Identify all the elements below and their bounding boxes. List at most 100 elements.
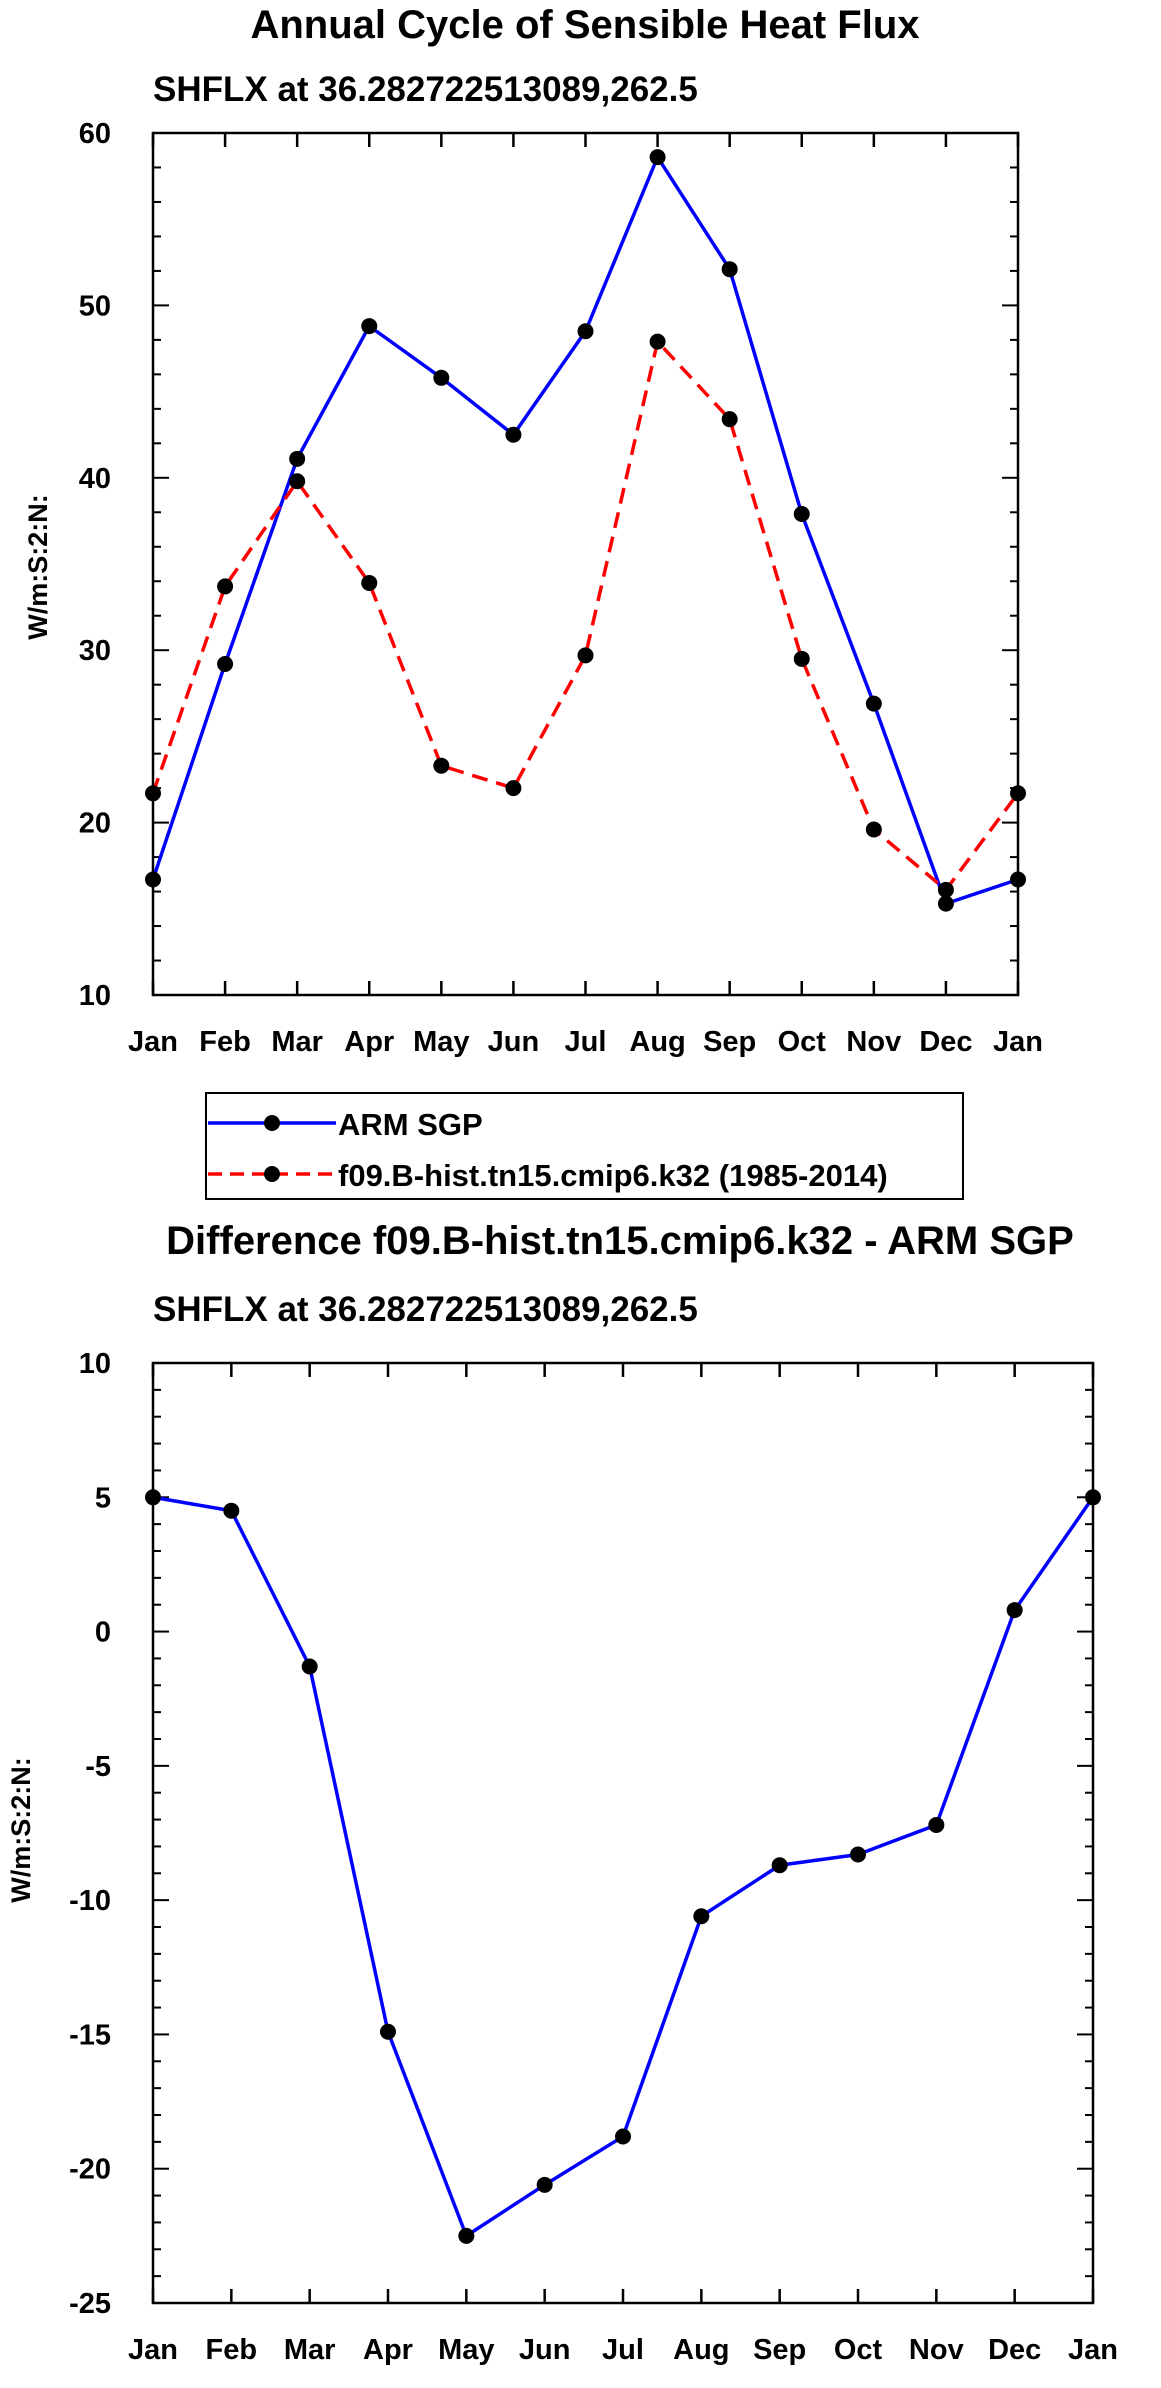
chart2-xtick-label: Jan	[1068, 2334, 1118, 2366]
chart2-series-0-point	[693, 1908, 710, 1925]
chart1-xtick-label: Oct	[778, 1026, 827, 1058]
legend-marker-arm-sgp	[264, 1115, 280, 1131]
chart1-series-1-point	[793, 650, 810, 667]
chart2-xtick-label: Jan	[128, 2334, 178, 2366]
chart1-xtick-label: Dec	[919, 1026, 972, 1058]
chart2-series-0-point	[1085, 1489, 1101, 1506]
chart1-series-0-point	[433, 369, 450, 386]
chart2-xtick-label: May	[438, 2334, 494, 2366]
chart2-xtick-label: Jun	[519, 2334, 571, 2366]
chart1-ytick-label: 60	[79, 118, 111, 150]
chart1-series-0-point	[577, 323, 594, 340]
chart2-series-0-point	[458, 2227, 475, 2244]
chart2-series-0-point	[145, 1489, 161, 1506]
chart1-plot-area: Jan Feb Mar Apr May Jun Jul Aug Sep Oct Nov Dec Jan 1…	[79, 118, 1043, 1058]
chart1-xtick-label: Nov	[846, 1026, 901, 1058]
chart2-xtick-label: Dec	[988, 2334, 1041, 2366]
chart2-ytick-label: 5	[95, 1482, 111, 1514]
chart2-series-0-point	[536, 2176, 553, 2193]
chart1-xtick-label: May	[413, 1026, 469, 1058]
chart2-xtick-label: Jul	[602, 2334, 644, 2366]
chart1-series-1-point	[937, 881, 954, 898]
chart2-xtick-label: Apr	[363, 2334, 413, 2366]
legend: ARM SGP f09.B-hist.tn15.cmip6.k32 (1985-…	[205, 1092, 964, 1200]
chart1-series-1-point	[649, 333, 666, 350]
chart1-series-0-point	[649, 149, 666, 166]
chart1-xtick-label: Jun	[488, 1026, 540, 1058]
legend-label-arm-sgp: ARM SGP	[338, 1107, 483, 1142]
chart1-ytick-label: 30	[79, 635, 111, 667]
chart1-series-1-point	[505, 780, 522, 797]
chart2-ytick-label: -15	[69, 2019, 111, 2051]
chart1-series-1-point	[1010, 785, 1026, 802]
chart2-title: Difference f09.B-hist.tn15.cmip6.k32 - A…	[166, 1219, 1074, 1263]
chart1-series-1-point	[721, 411, 738, 428]
chart1-series-1-line	[151, 339, 1020, 892]
chart2-series-0-point	[615, 2128, 631, 2145]
chart1-series-1-point	[433, 757, 450, 774]
legend-marker-model	[264, 1166, 280, 1182]
chart2-xtick-label: Sep	[753, 2334, 806, 2366]
chart1-series-1-point	[217, 578, 234, 595]
chart2-series-0-point	[771, 1857, 788, 1874]
chart1-ylabel: W/m:S:2:N:	[23, 494, 53, 639]
chart1-ytick-label: 20	[79, 808, 111, 840]
chart1-series-0-point	[217, 655, 234, 672]
chart1-xtick-label: Aug	[629, 1026, 685, 1058]
chart1-series-1-point	[289, 473, 306, 490]
chart2-ytick-label: -10	[69, 1885, 111, 1917]
chart2-frame	[151, 1361, 1095, 2305]
chart2-ytick-label: 0	[95, 1617, 111, 1649]
chart1-series-1-point	[577, 647, 594, 664]
chart1-title: Annual Cycle of Sensible Heat Flux	[250, 3, 919, 47]
chart2-xtick-label: Oct	[834, 2334, 883, 2366]
chart1-xtick-label: Feb	[199, 1026, 251, 1058]
chart2-ytick-label: 10	[79, 1348, 111, 1380]
chart1-series-0-line	[151, 155, 1019, 906]
chart1-series-1-point	[361, 574, 378, 591]
chart1-series-1-point	[865, 821, 882, 838]
chart1-xtick-label: Sep	[703, 1026, 756, 1058]
chart2-xtick-label: Feb	[206, 2334, 258, 2366]
chart1-series-0-point	[289, 450, 306, 467]
chart1-series-0-point	[1010, 871, 1026, 888]
chart1-series-0-point	[361, 318, 378, 335]
chart1-series-0-point	[793, 506, 810, 523]
chart1-xtick-label: Jan	[993, 1026, 1043, 1058]
chart1-subtitle: SHFLX at 36.282722513089,262.5	[153, 70, 698, 109]
legend-label-model: f09.B-hist.tn15.cmip6.k32 (1985-2014)	[338, 1158, 888, 1193]
chart2-ytick-label: -25	[69, 2288, 111, 2320]
chart2-ytick-label: -5	[85, 1751, 111, 1783]
chart1-xtick-label: Jul	[565, 1026, 607, 1058]
chart1-xtick-label: Jan	[128, 1026, 178, 1058]
chart1-xtick-label: Mar	[271, 1026, 323, 1058]
chart1-series-0-point	[145, 871, 161, 888]
chart1-series-1-point	[145, 785, 161, 802]
chart2-series-0-line	[152, 1495, 1095, 2238]
chart2-series-0-point	[850, 1846, 866, 1863]
chart2-xtick-label: Mar	[284, 2334, 336, 2366]
chart2-series-0-point	[1006, 1602, 1023, 1619]
chart2-series-0-point	[380, 2023, 396, 2040]
chart1-series-0-point	[721, 261, 738, 278]
chart1-ytick-label: 50	[79, 290, 111, 322]
chart1-series-0-point	[865, 695, 882, 712]
chart1-series-0-point	[937, 895, 954, 912]
chart2-ytick-label: -20	[69, 2154, 111, 2186]
chart2-xtick-label: Nov	[909, 2334, 964, 2366]
chart1-ytick-label: 40	[79, 463, 111, 495]
chart2-xtick-label: Aug	[673, 2334, 729, 2366]
chart1-ytick-label: 10	[79, 980, 111, 1012]
chart1-frame	[151, 131, 1020, 997]
chart2-series-0-point	[223, 1502, 240, 1519]
chart2-subtitle: SHFLX at 36.282722513089,262.5	[153, 1290, 698, 1329]
chart1-series-0-point	[505, 426, 522, 443]
legend-box	[205, 1092, 964, 1200]
chart2-series-0-point	[301, 1658, 318, 1675]
chart2-ylabel: W/m:S:2:N:	[6, 1757, 36, 1902]
chart2-series-0-point	[928, 1816, 945, 1833]
chart2-plot-area: Jan Feb Mar Apr May Jun Jul Aug Sep Oct Nov Dec Jan-…	[69, 1348, 1118, 2366]
chart1-xtick-label: Apr	[344, 1026, 394, 1058]
